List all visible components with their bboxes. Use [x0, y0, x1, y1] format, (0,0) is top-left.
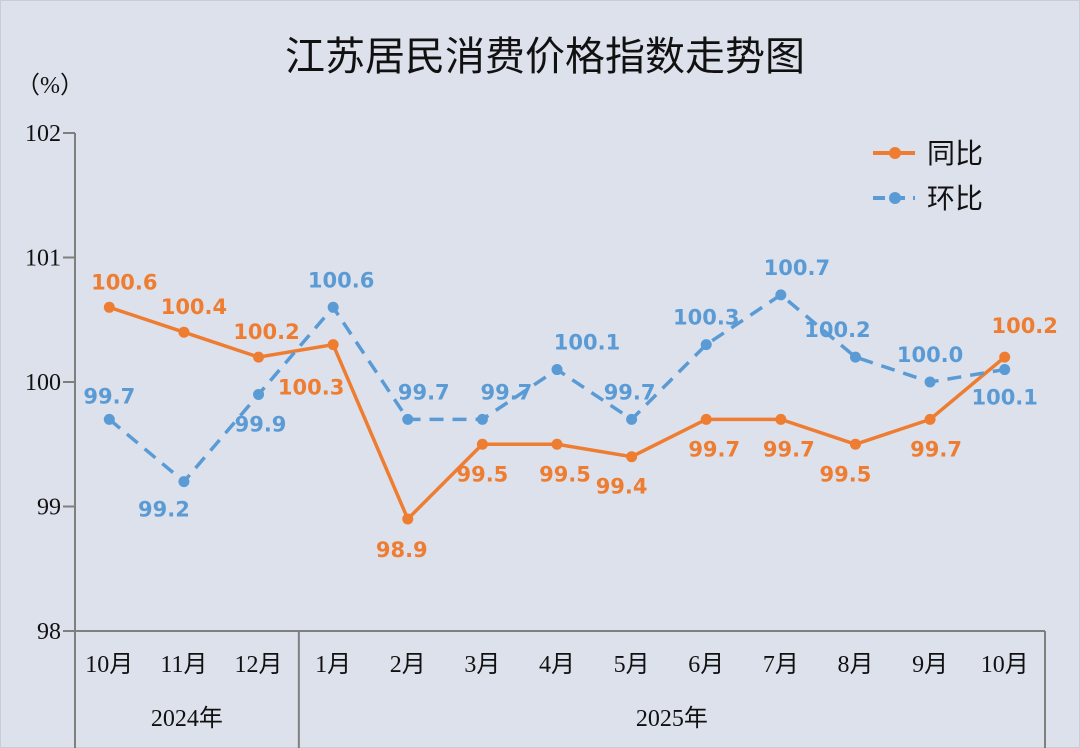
data-point: [253, 388, 265, 400]
data-point: [476, 413, 488, 425]
data-point: [253, 351, 265, 363]
data-label: 99.5: [539, 462, 591, 486]
data-label: 99.9: [235, 412, 287, 436]
data-label: 99.5: [456, 462, 508, 486]
y-tick-label: 101: [25, 246, 61, 272]
x-tick-label: 5月: [614, 652, 650, 678]
data-label: 100.6: [91, 270, 157, 294]
data-label: 100.3: [278, 376, 344, 400]
data-label: 100.1: [554, 331, 620, 355]
legend-label: 同比: [927, 137, 983, 170]
data-point: [626, 451, 638, 463]
year-group-label: 2024年: [151, 705, 223, 732]
data-point: [551, 438, 563, 450]
data-label: 99.7: [398, 380, 450, 404]
y-tick-label: 100: [25, 370, 61, 396]
data-label: 100.2: [233, 320, 299, 344]
data-label: 99.7: [688, 437, 740, 461]
data-label: 99.2: [138, 498, 190, 522]
data-label: 100.7: [764, 256, 830, 280]
data-label: 99.7: [910, 437, 962, 461]
data-point: [999, 351, 1011, 363]
data-label: 100.2: [991, 314, 1057, 338]
x-tick-label: 10月: [981, 652, 1029, 678]
y-axis-unit: （%）: [16, 73, 84, 99]
data-point: [924, 376, 936, 388]
data-point: [626, 413, 638, 425]
data-point: [700, 413, 712, 425]
data-label: 100.0: [897, 343, 963, 367]
data-point: [849, 438, 861, 450]
data-point: [551, 364, 563, 376]
data-point: [327, 301, 339, 313]
x-tick-label: 8月: [837, 652, 873, 678]
data-point: [103, 301, 115, 313]
x-tick-label: 7月: [763, 652, 799, 678]
y-tick-label: 99: [37, 495, 61, 521]
x-tick-label: 12月: [235, 652, 283, 678]
x-tick-label: 1月: [315, 652, 351, 678]
data-point: [775, 289, 787, 301]
data-point: [178, 476, 190, 488]
data-label: 99.7: [480, 380, 532, 404]
data-point: [476, 438, 488, 450]
legend-label: 环比: [927, 182, 983, 215]
legend-marker: [889, 147, 901, 159]
data-point: [775, 413, 787, 425]
x-tick-label: 4月: [539, 652, 575, 678]
year-group-label: 2025年: [636, 705, 708, 732]
y-tick-label: 102: [25, 121, 61, 147]
data-point: [924, 413, 936, 425]
data-point: [700, 339, 712, 351]
y-tick-label: 98: [37, 619, 61, 645]
chart-title: 江苏居民消费价格指数走势图: [285, 34, 805, 80]
data-label: 100.6: [308, 268, 374, 292]
data-label: 99.7: [604, 380, 656, 404]
data-label: 99.5: [820, 462, 872, 486]
x-tick-label: 6月: [688, 652, 724, 678]
data-point: [103, 413, 115, 425]
data-point: [178, 326, 190, 338]
x-tick-label: 11月: [160, 652, 207, 678]
data-label: 100.2: [804, 318, 870, 342]
x-tick-label: 2月: [390, 652, 426, 678]
x-tick-label: 9月: [912, 652, 948, 678]
data-label: 100.4: [161, 295, 227, 319]
legend-marker: [889, 192, 901, 204]
x-tick-label: 3月: [464, 652, 500, 678]
data-point: [999, 364, 1011, 376]
data-label: 100.3: [673, 306, 739, 330]
data-point: [327, 339, 339, 351]
data-point: [402, 513, 414, 525]
data-point: [402, 413, 414, 425]
x-tick-label: 10月: [85, 652, 133, 678]
data-label: 98.9: [376, 538, 428, 562]
data-label: 99.7: [763, 437, 815, 461]
data-point: [849, 351, 861, 363]
data-label: 100.1: [971, 386, 1037, 410]
data-label: 99.4: [596, 475, 648, 499]
data-label: 99.7: [83, 384, 135, 408]
